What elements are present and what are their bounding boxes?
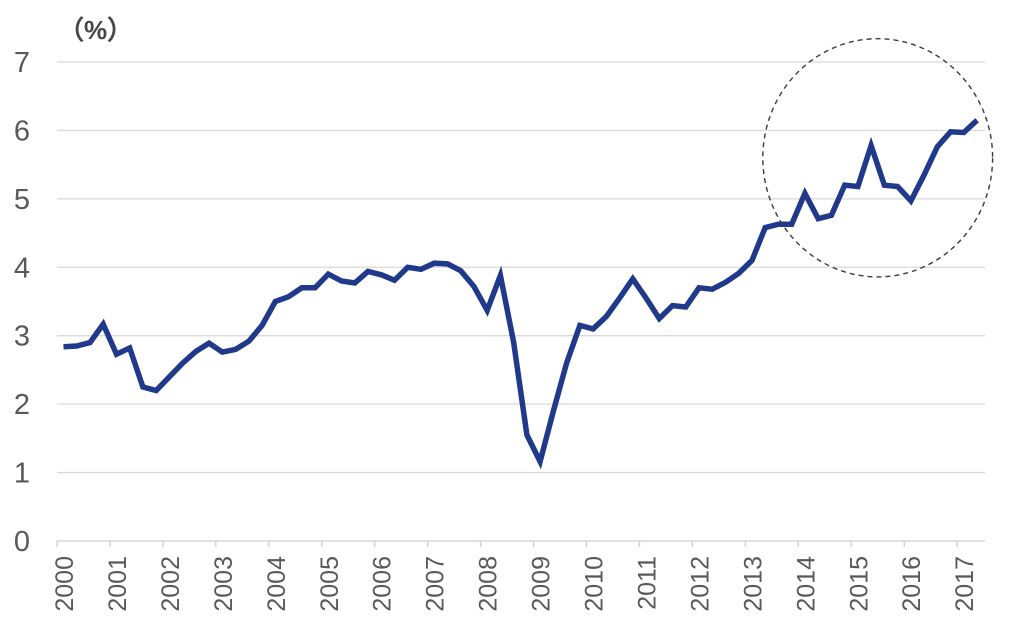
- gridlines-group: [57, 61, 985, 542]
- y-axis-unit-label: （%）: [58, 15, 134, 45]
- x-tick-label: 2014: [792, 556, 820, 612]
- x-tick-label: 2000: [51, 556, 79, 612]
- x-tick-label: 2004: [263, 556, 291, 612]
- x-tick-label: 2015: [845, 556, 873, 612]
- x-tick-label: 2012: [686, 556, 714, 612]
- x-tick-label: 2010: [581, 556, 609, 612]
- x-tick-label: 2001: [104, 556, 132, 612]
- x-tick-label: 2003: [210, 556, 238, 612]
- highlight-circle: [762, 38, 994, 278]
- data-line-path: [63, 118, 979, 470]
- y-axis-labels-group: 0 1 2 3 4 5 6 7: [14, 47, 30, 558]
- x-tick-label: 2006: [369, 556, 397, 612]
- x-axis-labels-group: 2000 2001 2002 2003 2004 2005 2006 2007 2008 2009…: [51, 556, 979, 612]
- y-tick-label: 1: [14, 458, 30, 490]
- x-tick-label: 2016: [898, 556, 926, 612]
- x-tick-label: 2007: [422, 556, 450, 612]
- y-tick-label: 0: [14, 526, 30, 558]
- annotation-group: [762, 38, 994, 278]
- y-tick-label: 6: [14, 115, 30, 147]
- y-tick-label: 3: [14, 321, 30, 353]
- x-tick-label: 2013: [739, 556, 767, 612]
- x-axis-group: [56, 541, 958, 547]
- y-tick-label: 2: [14, 389, 30, 421]
- x-tick-label: 2017: [951, 556, 979, 612]
- x-tick-label: 2005: [316, 556, 344, 612]
- x-tick-label: 2008: [475, 556, 503, 612]
- x-tick-label: 2009: [528, 556, 556, 612]
- y-tick-label: 7: [14, 47, 30, 79]
- y-tick-label: 4: [14, 252, 30, 284]
- y-tick-label: 5: [14, 184, 30, 216]
- x-tick-label: 2011: [633, 556, 661, 610]
- x-tick-label: 2002: [157, 556, 185, 612]
- data-series-group: [63, 118, 979, 470]
